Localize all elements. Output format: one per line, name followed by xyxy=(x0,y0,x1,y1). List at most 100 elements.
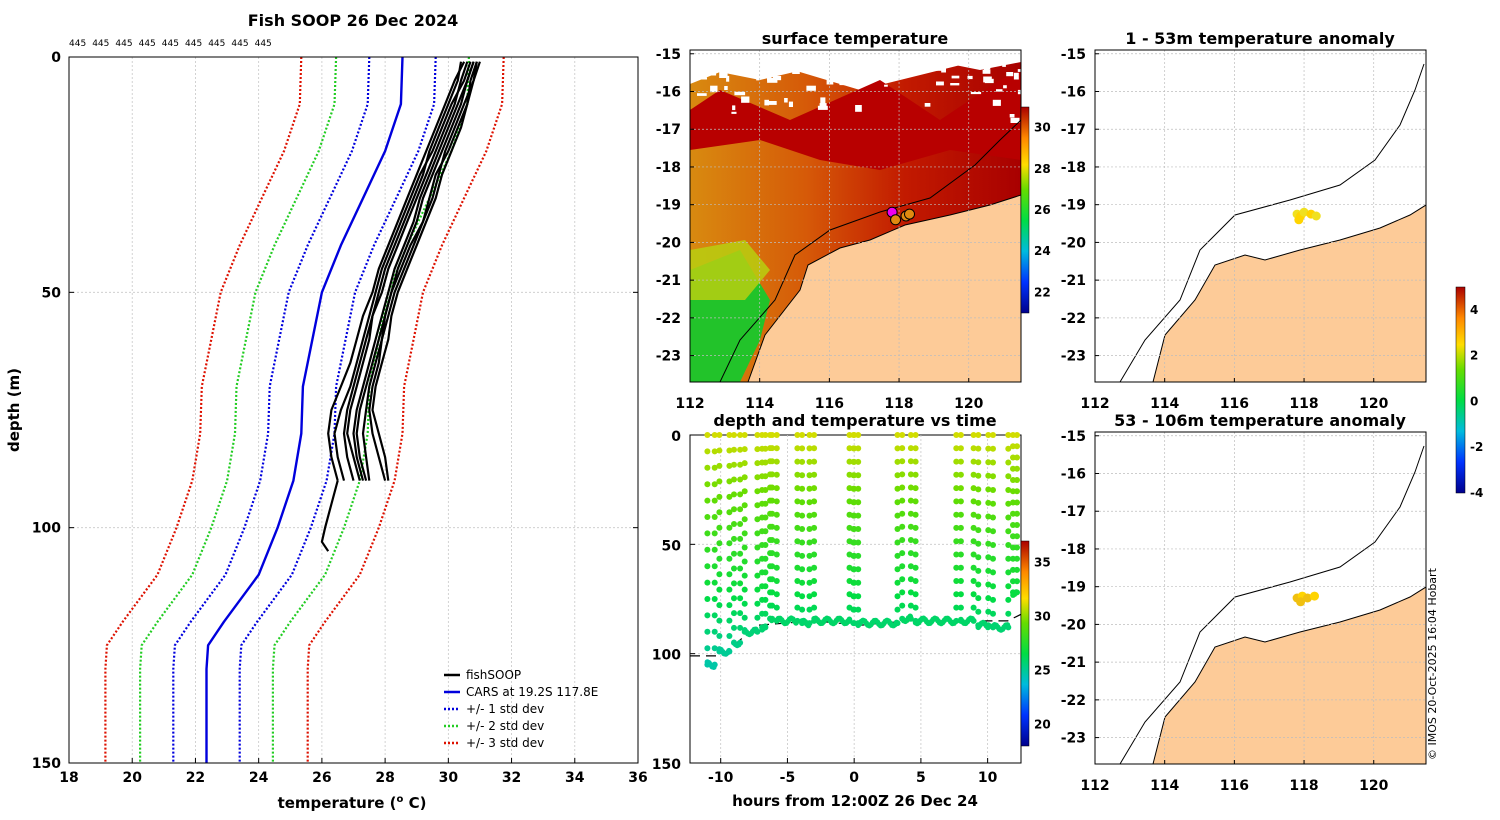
anomaly1-xtick-label: 116 xyxy=(1220,396,1249,412)
timeseries-dive-point xyxy=(899,563,906,570)
sst-cloud-speck xyxy=(839,79,850,86)
timeseries-dive-point xyxy=(806,485,813,492)
timeseries-dive-point xyxy=(704,448,711,455)
anomaly2-ytick-label: -15 xyxy=(1061,429,1086,445)
legend-label-cars: CARS at 19.2S 117.8E xyxy=(466,685,598,699)
timeseries-dive-point xyxy=(990,459,996,466)
timeseries-dive-point xyxy=(762,555,769,562)
timeseries-dive-point xyxy=(754,572,761,579)
timeseries-dive-point xyxy=(811,551,818,558)
timeseries-dive-point xyxy=(1014,510,1020,517)
anomaly1-ytick-label: -15 xyxy=(1061,47,1086,63)
anomaly2-bathymetry-contour xyxy=(1119,445,1425,764)
profile-id-label: 445 xyxy=(69,39,86,49)
timeseries-dive-point xyxy=(985,513,992,520)
timeseries-dive-point xyxy=(957,564,964,571)
anomaly2-xtick-label: 118 xyxy=(1289,778,1318,794)
timeseries-dive-point xyxy=(907,458,914,465)
timeseries-dive-point xyxy=(726,555,733,562)
timeseries-dive-point xyxy=(811,538,818,545)
timeseries-dive-point xyxy=(762,473,769,480)
timeseries-dive-point xyxy=(985,459,992,466)
timeseries-dive-point xyxy=(726,509,733,516)
timeseries-dive-point xyxy=(990,542,996,548)
sst-cloud-speck xyxy=(717,62,723,65)
sst-land xyxy=(747,194,1021,382)
timeseries-dive-point xyxy=(953,591,960,598)
timeseries-dive-point xyxy=(975,445,982,452)
timeseries-dive-point xyxy=(1014,477,1020,483)
timeseries-dive-point xyxy=(855,485,862,492)
sst-cloud-speck xyxy=(692,76,699,80)
timeseries-dive-point xyxy=(762,514,769,521)
timeseries-dive-point xyxy=(912,564,919,571)
anomaly2-xtick-label: 114 xyxy=(1150,778,1179,794)
timeseries-dives xyxy=(704,432,1020,670)
timeseries-dive-point xyxy=(716,509,723,516)
sst-cloud-speck xyxy=(806,65,818,71)
timeseries-dive-point xyxy=(953,445,960,452)
sst-cloud-speck xyxy=(857,66,866,71)
timeseries-dive-point xyxy=(737,639,744,646)
timeseries-dive-point xyxy=(704,432,711,438)
legend-label-fishsoop: fishSOOP xyxy=(466,668,521,682)
timeseries-dive-point xyxy=(711,481,718,488)
timeseries-dive-point xyxy=(806,445,813,452)
timeseries-dive-point xyxy=(754,558,761,565)
timeseries-dive-point xyxy=(970,551,977,558)
sst-cloud-speck xyxy=(726,75,730,82)
timeseries-dive-point xyxy=(799,566,806,573)
timeseries-dive-point xyxy=(907,602,914,609)
timeseries-dive-point xyxy=(850,526,857,532)
timeseries-dive-point xyxy=(754,446,761,453)
timeseries-dive-point xyxy=(975,567,982,574)
timeseries-dive-point xyxy=(762,528,769,535)
sst-cloud-speck xyxy=(837,74,844,80)
sst-title: surface temperature xyxy=(762,29,949,48)
timeseries-dive-point xyxy=(985,486,992,493)
timeseries-dive-point xyxy=(794,445,801,452)
timeseries-dive-point xyxy=(731,506,737,513)
timeseries-dive-point xyxy=(855,432,862,438)
timeseries-dive-point xyxy=(985,445,992,452)
sst-cloud-speck xyxy=(697,93,707,96)
timeseries-dive-point xyxy=(731,461,737,468)
timeseries-dive-point xyxy=(957,432,964,438)
std-band-1-upper xyxy=(238,56,437,763)
sst-ticks: 112 114 116 118 120 -15 -16 -17 -18 -19 -20 -21 -22 -… xyxy=(656,47,984,412)
timeseries-dive-point xyxy=(975,472,982,479)
timeseries-dive-point xyxy=(711,661,718,668)
timeseries-dive-point xyxy=(953,511,960,518)
timeseries-dive-point xyxy=(1014,465,1020,472)
timeseries-dive-point xyxy=(762,583,769,590)
timeseries-dive-point xyxy=(762,569,769,576)
sst-colorbar-tick-label: 22 xyxy=(1034,285,1051,299)
timeseries-dive-point xyxy=(907,484,914,491)
timeseries-dive-point xyxy=(731,550,737,557)
timeseries-dive-point xyxy=(1014,432,1020,438)
sst-cloud-speck xyxy=(984,68,989,71)
timeseries-dive-point xyxy=(726,617,733,624)
sst-cloud-speck xyxy=(1010,117,1020,123)
profile-xtick-label: 20 xyxy=(122,770,142,786)
timeseries-dive-point xyxy=(953,524,960,531)
timeseries-dive-point xyxy=(704,563,711,570)
timeseries-dive-point xyxy=(912,445,919,452)
std-band-1-lower xyxy=(172,56,371,763)
timeseries-dive-point xyxy=(990,500,996,507)
std-band-2-lower xyxy=(139,56,338,763)
timeseries-dive-point xyxy=(1005,569,1012,576)
timeseries-dive-point xyxy=(806,458,813,465)
timeseries-dive-point xyxy=(704,497,711,504)
timeseries-dive-point xyxy=(737,535,744,542)
timeseries-dive-point xyxy=(769,445,776,452)
profile-xtick-label: 28 xyxy=(375,770,394,786)
timeseries-dive-point xyxy=(975,608,982,615)
timeseries-dive-point xyxy=(912,538,919,545)
timeseries-dive-point xyxy=(1014,488,1020,495)
timeseries-dive-point xyxy=(1005,528,1012,535)
anomaly2-ytick-label: -19 xyxy=(1061,580,1086,596)
timeseries-dive-point xyxy=(850,512,857,519)
sst-cloud-speck xyxy=(1002,64,1006,67)
anomaly-colorbar-tick-label: 4 xyxy=(1470,303,1478,317)
